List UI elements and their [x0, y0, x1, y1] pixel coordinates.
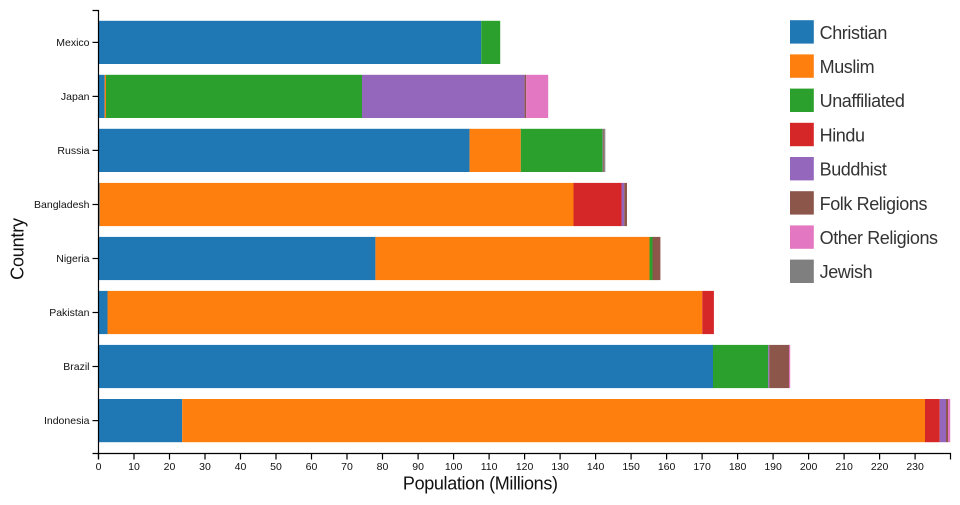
svg-text:20: 20 [164, 461, 176, 473]
svg-text:70: 70 [341, 461, 353, 473]
svg-text:Hindu: Hindu [820, 125, 865, 145]
svg-text:Indonesia: Indonesia [44, 415, 90, 427]
svg-text:Japan: Japan [61, 91, 90, 103]
svg-text:Population (Millions): Population (Millions) [403, 473, 558, 493]
svg-text:180: 180 [729, 461, 747, 473]
svg-text:110: 110 [481, 461, 498, 473]
svg-text:Nigeria: Nigeria [56, 253, 89, 265]
svg-text:170: 170 [693, 461, 711, 473]
svg-text:200: 200 [800, 461, 818, 473]
svg-text:230: 230 [906, 461, 924, 473]
svg-text:120: 120 [516, 461, 534, 473]
svg-text:Unaffiliated: Unaffiliated [820, 91, 905, 111]
svg-text:Other Religions: Other Religions [820, 228, 938, 248]
svg-text:220: 220 [871, 461, 889, 473]
svg-text:Mexico: Mexico [56, 37, 89, 49]
svg-text:30: 30 [199, 461, 211, 473]
svg-text:160: 160 [658, 461, 676, 473]
svg-text:10: 10 [128, 461, 140, 473]
svg-text:Bangladesh: Bangladesh [34, 199, 90, 211]
svg-text:100: 100 [445, 461, 463, 473]
svg-text:Muslim: Muslim [820, 57, 875, 77]
svg-text:210: 210 [835, 461, 853, 473]
svg-text:130: 130 [551, 461, 569, 473]
svg-text:80: 80 [377, 461, 389, 473]
svg-text:Brazil: Brazil [63, 361, 89, 373]
svg-text:40: 40 [235, 461, 247, 473]
svg-text:60: 60 [306, 461, 318, 473]
svg-text:140: 140 [587, 461, 605, 473]
svg-text:Pakistan: Pakistan [49, 307, 89, 319]
svg-text:150: 150 [622, 461, 640, 473]
svg-text:190: 190 [764, 461, 782, 473]
svg-text:90: 90 [412, 461, 424, 473]
svg-text:Christian: Christian [820, 23, 887, 43]
svg-text:Country: Country [8, 218, 28, 280]
svg-text:Jewish: Jewish [820, 262, 873, 282]
svg-text:Folk Religions: Folk Religions [820, 194, 928, 214]
svg-text:Buddhist: Buddhist [820, 160, 887, 180]
svg-text:50: 50 [270, 461, 282, 473]
svg-text:Russia: Russia [57, 145, 89, 157]
svg-text:0: 0 [96, 461, 102, 473]
